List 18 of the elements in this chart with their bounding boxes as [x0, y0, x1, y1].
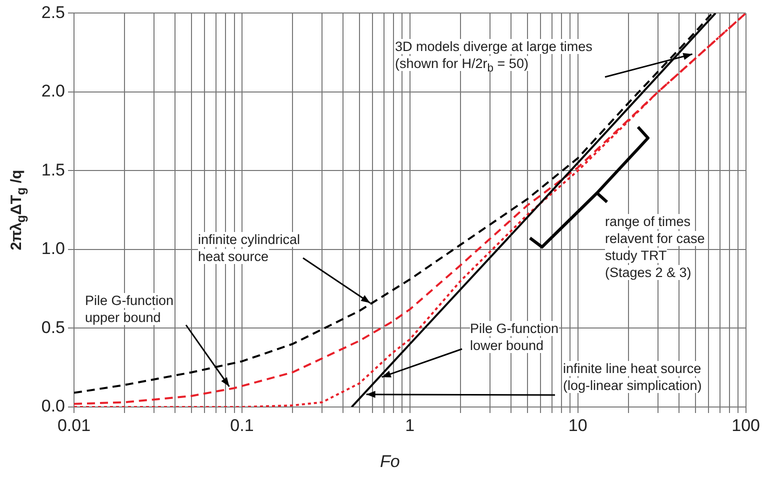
annotation: Pile G-function upper bound	[85, 293, 174, 325]
x-tick-label: 1	[405, 416, 415, 435]
annotation: infinite line heat source (log-linear simplication)	[563, 361, 702, 393]
annotation: Pile G-function lower bound	[470, 321, 559, 353]
y-tick-label: 1.5	[41, 160, 65, 180]
x-axis-title: Fo	[380, 452, 400, 472]
y-tick-label: 0.0	[41, 396, 65, 416]
y-tick-label: 0.5	[41, 318, 65, 337]
annotation: infinite cylindrical heat source	[198, 232, 300, 264]
x-tick-label: 0.1	[230, 416, 254, 435]
y-tick-label: 2.0	[41, 82, 65, 101]
x-tick-label: 0.01	[57, 416, 91, 435]
annotation: 3D models diverge at large times (shown for H/2r$_{b}$ = 50)	[395, 39, 592, 75]
y-tick-label: 2.5	[41, 2, 65, 22]
y-tick-label: 1.0	[41, 239, 65, 258]
x-tick-label: 10	[568, 416, 588, 435]
annotation: range of times relavent for case study TRT (Stages 2 & 3)	[605, 214, 705, 280]
x-tick-label: 100	[732, 416, 760, 435]
